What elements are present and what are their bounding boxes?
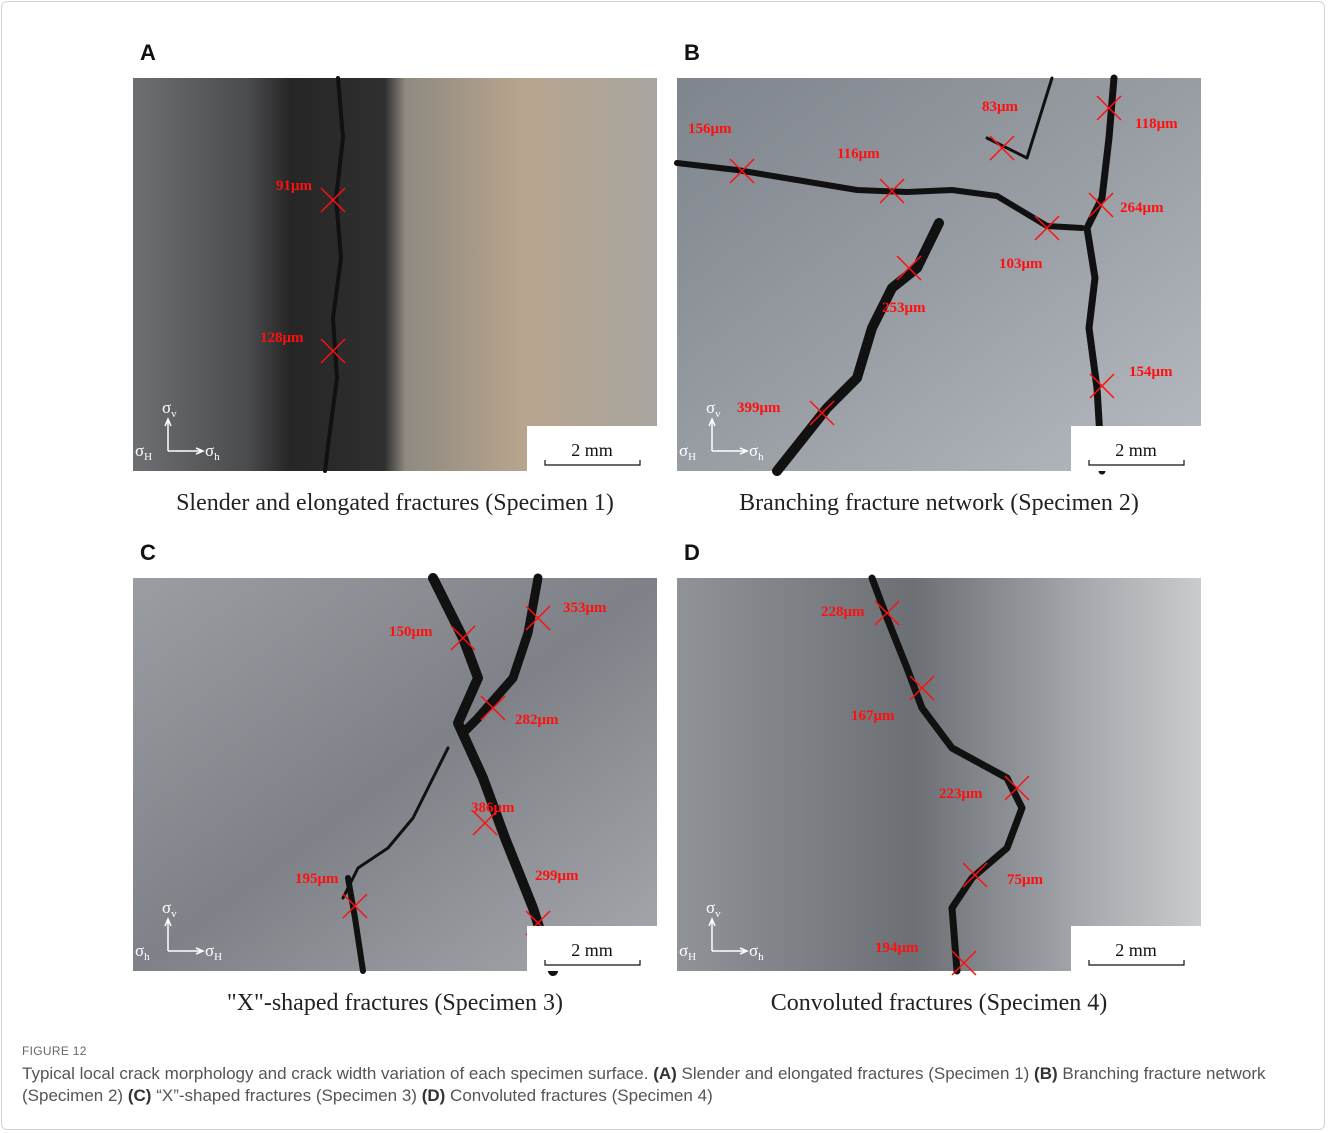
scale-bar-label: 2 mm xyxy=(1115,940,1157,960)
micrograph-background xyxy=(677,578,1201,971)
micrograph: 91μm128μm2 mmσvσHσh xyxy=(133,78,657,471)
figure-label: FIGURE 12 xyxy=(22,1044,87,1058)
measurement-label: 167μm xyxy=(851,708,895,724)
stress-subscript: h xyxy=(214,451,220,463)
panel-letter: C xyxy=(140,540,156,565)
panel-caption: Convoluted fractures (Specimen 4) xyxy=(771,990,1108,1016)
measurement-label: 353μm xyxy=(563,600,607,616)
measurement-label: 399μm xyxy=(737,400,781,416)
caption-item-text: “X”-shaped fractures (Specimen 3) xyxy=(156,1086,417,1105)
caption-item-letter: (A) xyxy=(653,1064,677,1083)
stress-subscript: v xyxy=(715,908,721,920)
caption-item-letter: (B) xyxy=(1034,1064,1058,1083)
stress-sigma: σ xyxy=(706,398,715,417)
stress-subscript: H xyxy=(688,951,696,963)
measurement-label: 282μm xyxy=(515,712,559,728)
stress-sigma: σ xyxy=(162,398,171,417)
scale-bar-label: 2 mm xyxy=(571,440,613,460)
measurement-label: 103μm xyxy=(999,256,1043,272)
caption-intro: Typical local crack morphology and crack… xyxy=(22,1064,648,1083)
measurement-label: 228μm xyxy=(821,604,865,620)
panel-caption: "X"-shaped fractures (Specimen 3) xyxy=(227,990,563,1016)
measurement-label: 299μm xyxy=(535,868,579,884)
stress-subscript: h xyxy=(758,451,764,463)
measurement-label: 128μm xyxy=(260,330,304,346)
measurement-label: 118μm xyxy=(1135,116,1178,132)
figure-caption: Typical local crack morphology and crack… xyxy=(22,1063,1302,1107)
stress-sigma: σ xyxy=(749,441,758,460)
stress-subscript: v xyxy=(715,408,721,420)
caption-item-letter: (C) xyxy=(128,1086,152,1105)
measurement-label: 83μm xyxy=(982,99,1019,115)
page: A Slender and elongated fractures (Specim… xyxy=(0,0,1328,1133)
stress-subscript: h xyxy=(758,951,764,963)
stress-sigma: σ xyxy=(679,941,688,960)
measurement-label: 75μm xyxy=(1007,872,1044,888)
panel-caption: Branching fracture network (Specimen 2) xyxy=(739,490,1139,516)
stress-sigma: σ xyxy=(135,941,144,960)
stress-sigma: σ xyxy=(205,941,214,960)
measurement-label: 194μm xyxy=(875,940,919,956)
stress-subscript: H xyxy=(214,951,222,963)
figure-panels: A Slender and elongated fractures (Specim… xyxy=(0,0,1328,1040)
measurement-label: 386μm xyxy=(471,800,515,816)
panel-letter: D xyxy=(684,540,700,565)
measurement-label: 264μm xyxy=(1120,200,1164,216)
measurement-label: 223μm xyxy=(939,786,983,802)
caption-item-letter: (D) xyxy=(422,1086,446,1105)
scale-bar-label: 2 mm xyxy=(571,940,613,960)
stress-sigma: σ xyxy=(749,941,758,960)
stress-sigma: σ xyxy=(205,441,214,460)
measurement-label: 91μm xyxy=(276,178,313,194)
stress-subscript: H xyxy=(144,451,152,463)
stress-subscript: v xyxy=(171,908,177,920)
scale-bar-label: 2 mm xyxy=(1115,440,1157,460)
measurement-label: 154μm xyxy=(1129,364,1173,380)
stress-sigma: σ xyxy=(706,898,715,917)
micrograph: 156μm 116μm 83μm 118μm 264μm 103μm 253μm 154μm 3… xyxy=(677,78,1201,471)
measurement-label: 116μm xyxy=(837,146,880,162)
measurement-label: 156μm xyxy=(688,121,732,137)
stress-sigma: σ xyxy=(679,441,688,460)
stress-sigma: σ xyxy=(135,441,144,460)
panel-caption: Slender and elongated fractures (Specime… xyxy=(176,490,614,516)
panel-letter: A xyxy=(140,40,156,65)
stress-subscript: H xyxy=(688,451,696,463)
stress-subscript: h xyxy=(144,951,150,963)
stress-subscript: v xyxy=(171,408,177,420)
micrograph-background xyxy=(133,78,657,471)
stress-sigma: σ xyxy=(162,898,171,917)
measurement-label: 195μm xyxy=(295,871,339,887)
caption-item-text: Convoluted fractures (Specimen 4) xyxy=(450,1086,713,1105)
measurement-label: 150μm xyxy=(389,624,433,640)
caption-item-text: Slender and elongated fractures (Specime… xyxy=(682,1064,1030,1083)
panel-letter: B xyxy=(684,40,700,65)
measurement-label: 253μm xyxy=(882,300,926,316)
